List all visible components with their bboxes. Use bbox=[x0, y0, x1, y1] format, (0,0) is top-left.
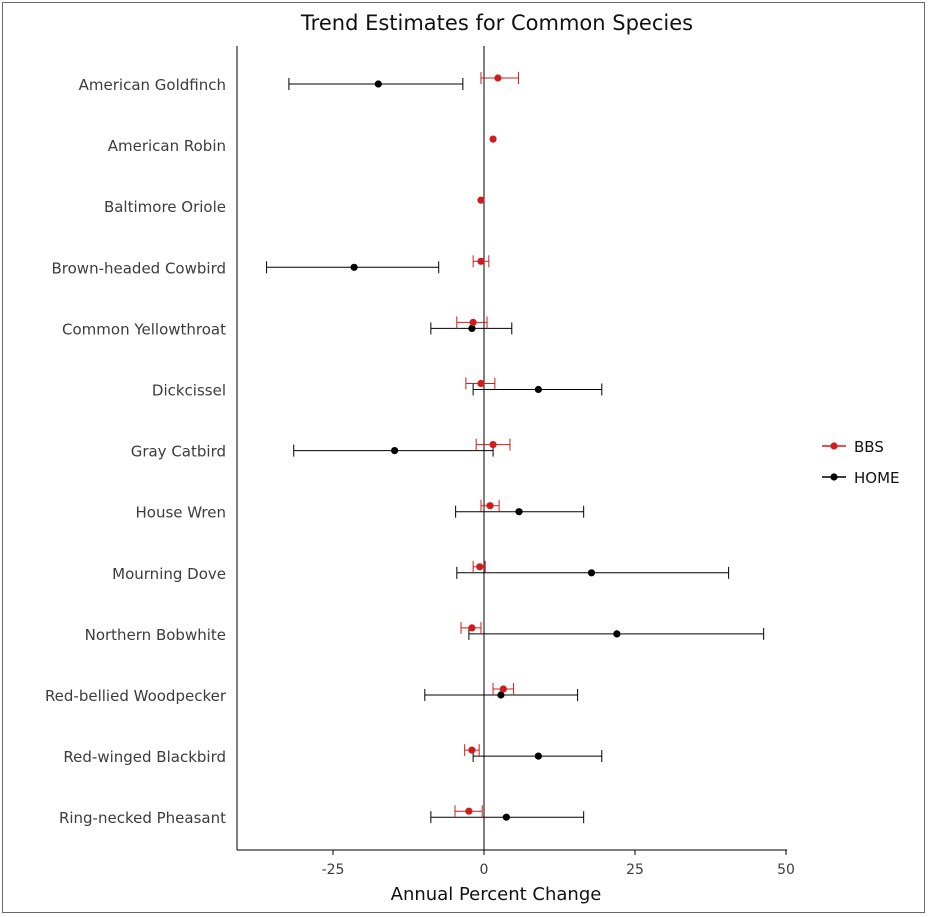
legend-label: HOME bbox=[854, 469, 900, 487]
legend-key-point bbox=[830, 442, 838, 450]
bbs-point bbox=[468, 624, 476, 632]
x-tick-label: -25 bbox=[322, 862, 345, 878]
home-point bbox=[497, 691, 505, 699]
species-label: House Wren bbox=[135, 504, 226, 522]
bbs-point bbox=[486, 502, 494, 510]
bbs-point bbox=[476, 563, 484, 571]
home-point bbox=[587, 569, 596, 577]
home-point bbox=[391, 447, 399, 455]
species-label: Ring-necked Pheasant bbox=[59, 809, 226, 827]
bbs-point bbox=[477, 196, 485, 204]
home-point bbox=[502, 813, 510, 821]
home-point bbox=[374, 80, 382, 88]
species-labels: American Goldfinch American Robin Baltimor… bbox=[45, 76, 227, 827]
species-label: Northern Bobwhite bbox=[85, 626, 226, 644]
home-point bbox=[534, 752, 542, 760]
species-label: American Robin bbox=[108, 137, 226, 155]
legend-label: BBS bbox=[854, 438, 884, 456]
species-label: American Goldfinch bbox=[79, 76, 226, 94]
bbs-point bbox=[477, 257, 485, 265]
species-label: Gray Catbird bbox=[131, 443, 226, 461]
bbs-point bbox=[499, 685, 507, 693]
bbs-point bbox=[489, 441, 497, 449]
home-point bbox=[534, 385, 542, 394]
bbs-point bbox=[469, 318, 477, 326]
x-tick-label: 50 bbox=[777, 862, 795, 878]
chart-title: Trend Estimates for Common Species bbox=[300, 11, 693, 35]
bbs-point bbox=[465, 807, 473, 815]
legend-key-point bbox=[830, 473, 838, 481]
species-label: Baltimore Oriole bbox=[104, 198, 226, 216]
species-label: Brown-headed Cowbird bbox=[52, 259, 227, 277]
species-label: Dickcissel bbox=[152, 382, 226, 400]
species-label: Red-bellied Woodpecker bbox=[45, 687, 227, 705]
x-ticks: -25 0 25 50 bbox=[322, 850, 795, 878]
legend: BBS HOME bbox=[822, 438, 900, 487]
species-label: Red-winged Blackbird bbox=[63, 748, 226, 766]
x-tick-label: 25 bbox=[626, 862, 644, 878]
home-point bbox=[515, 508, 523, 516]
home-point bbox=[613, 630, 621, 638]
species-label: Common Yellowthroat bbox=[62, 320, 226, 338]
x-tick-label: 0 bbox=[480, 862, 489, 878]
bbs-point bbox=[477, 379, 485, 388]
bbs-point bbox=[494, 74, 502, 82]
x-axis-title: Annual Percent Change bbox=[391, 884, 602, 905]
home-point bbox=[350, 263, 358, 271]
bbs-point bbox=[468, 746, 476, 754]
species-label: Mourning Dove bbox=[112, 565, 226, 583]
data-marks bbox=[266, 72, 765, 824]
bbs-point bbox=[489, 135, 497, 143]
home-point bbox=[468, 324, 476, 332]
